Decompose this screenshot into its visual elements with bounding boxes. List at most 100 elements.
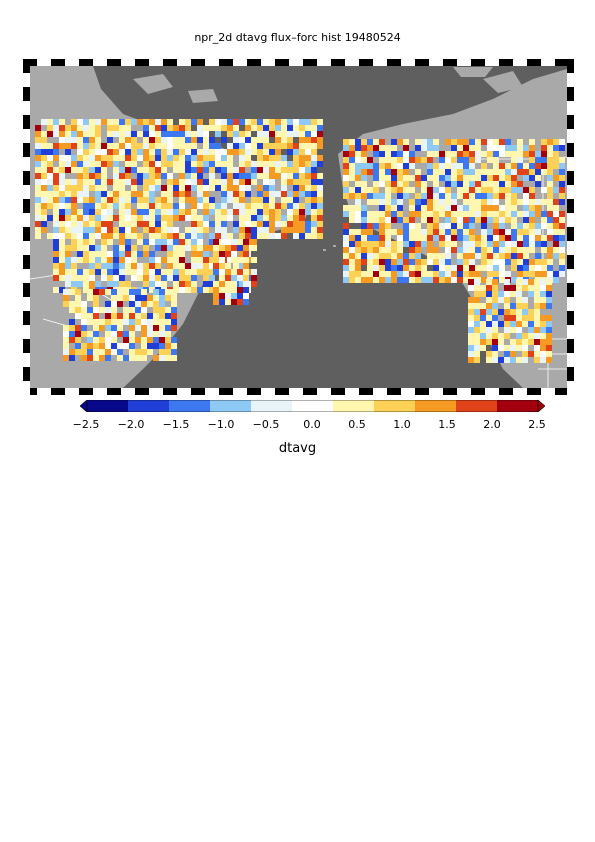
data-cell [65,131,71,137]
data-cell [463,205,469,211]
data-cell [498,345,504,351]
data-cell [173,209,179,215]
data-cell [171,307,177,313]
data-cell [281,197,287,203]
data-cell [59,221,65,227]
data-cell [113,155,119,161]
data-cell [149,125,155,131]
data-cell [251,167,257,173]
data-cell [523,235,529,241]
data-cell [203,275,209,281]
data-cell [504,357,510,363]
data-cell [534,357,540,363]
data-cell [159,343,165,349]
data-cell [317,143,323,149]
data-cell [159,289,165,295]
data-cell [203,125,209,131]
data-cell [71,221,77,227]
data-cell [287,209,293,215]
data-cell [451,199,457,205]
data-cell [427,271,433,277]
data-cell [505,175,511,181]
data-cell [553,157,559,163]
data-cell [421,193,427,199]
data-cell [263,125,269,131]
data-cell [457,229,463,235]
data-cell [281,227,287,233]
data-cell [87,349,93,355]
data-cell [95,161,101,167]
data-cell [69,301,75,307]
data-cell [227,167,233,173]
data-cell [486,291,492,297]
data-cell [311,125,317,131]
data-cell [541,199,547,205]
data-cell [517,163,523,169]
data-cell [269,179,275,185]
data-cell [71,119,77,125]
data-cell [505,247,511,253]
data-cell [111,301,117,307]
data-cell [209,179,215,185]
data-cell [105,349,111,355]
data-cell [553,241,559,247]
chart-title: npr_2d dtavg flux–forc hist 19480524 [194,31,401,44]
data-cell [541,247,547,253]
data-cell [379,223,385,229]
data-cell [179,125,185,131]
data-cell [167,263,173,269]
data-cell [547,265,553,271]
data-cell [511,157,517,163]
data-cell [119,143,125,149]
data-cell [540,333,546,339]
data-cell [161,221,167,227]
data-cell [239,203,245,209]
data-cell [225,287,231,293]
data-cell [305,173,311,179]
data-cell [492,321,498,327]
data-cell [75,313,81,319]
data-cell [463,241,469,247]
data-cell [149,179,155,185]
data-cell [125,251,131,257]
data-cell [403,235,409,241]
data-cell [83,239,89,245]
frame-bottom [23,388,574,395]
data-cell [119,119,125,125]
data-cell [149,197,155,203]
data-cell [167,191,173,197]
data-cell [299,185,305,191]
data-cell [499,205,505,211]
data-cell [445,211,451,217]
data-cell [101,209,107,215]
data-cell [35,203,41,209]
data-cell [409,157,415,163]
data-cell [457,265,463,271]
data-cell [137,197,143,203]
data-cell [451,139,457,145]
data-cell [87,289,93,295]
data-cell [227,197,233,203]
data-cell [143,251,149,257]
data-cell [397,277,403,283]
data-cell [125,215,131,221]
data-cell [99,319,105,325]
data-cell [541,265,547,271]
data-cell [547,247,553,253]
data-cell [468,333,474,339]
data-cell [523,151,529,157]
data-cell [191,203,197,209]
data-cell [433,271,439,277]
data-cell [185,275,191,281]
data-cell [83,221,89,227]
data-cell [209,239,215,245]
data-cell [311,173,317,179]
data-cell [361,259,367,265]
data-cell [487,229,493,235]
data-cell [385,157,391,163]
data-cell [153,307,159,313]
data-cell [213,269,219,275]
data-cell [269,191,275,197]
data-cell [161,215,167,221]
data-cell [149,281,155,287]
